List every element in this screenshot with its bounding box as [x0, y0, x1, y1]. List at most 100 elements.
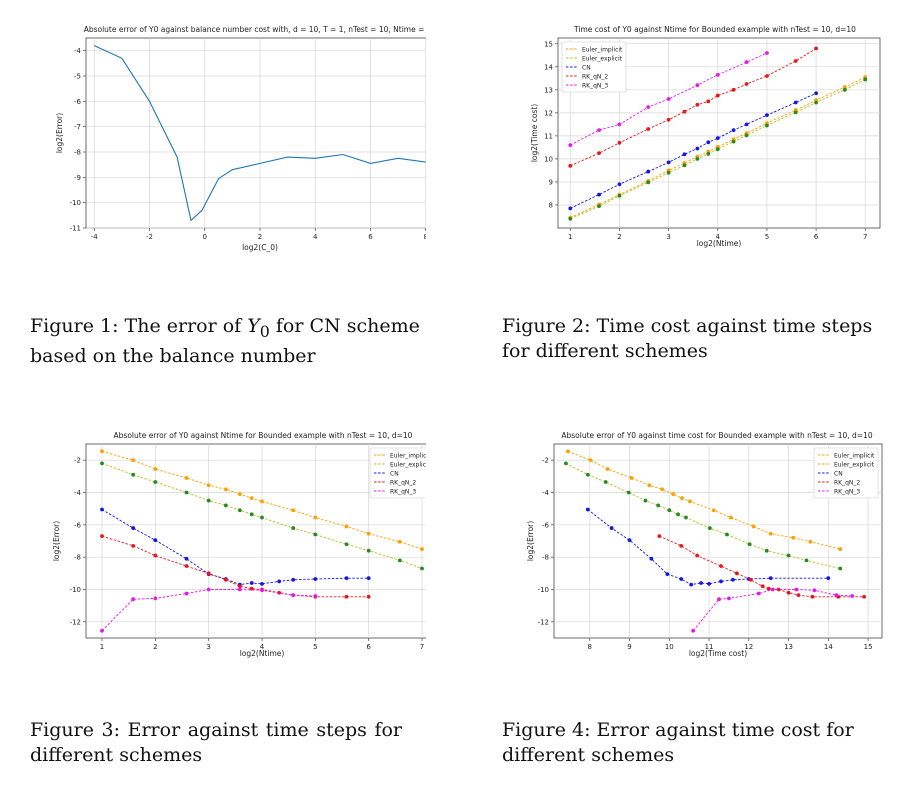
data-point	[760, 584, 765, 589]
data-point	[706, 151, 711, 156]
data-point	[794, 587, 799, 592]
data-point	[814, 100, 818, 105]
x-axis-label: log2(Ntime)	[697, 239, 742, 248]
data-point	[131, 543, 136, 548]
data-point	[131, 597, 136, 602]
data-point	[629, 476, 634, 480]
data-point	[699, 581, 704, 585]
data-point	[249, 496, 254, 501]
data-point	[838, 566, 843, 571]
data-point	[313, 594, 318, 598]
legend-label: CN	[582, 64, 591, 71]
x-tick-label: 11	[705, 643, 714, 651]
data-point	[667, 508, 672, 513]
data-point	[646, 180, 651, 185]
data-point	[184, 564, 189, 568]
y-tick-label: -8	[542, 554, 549, 562]
series-line-rk-qn-2	[570, 48, 817, 167]
y-tick-label: 10	[544, 155, 553, 163]
y-tick-label: -11	[70, 225, 81, 233]
data-point	[814, 46, 818, 51]
legend-box	[369, 447, 426, 499]
data-point	[313, 577, 318, 581]
legend-box	[561, 41, 627, 93]
chart-title: Absolute error of Y0 against Ntime for B…	[114, 431, 413, 440]
x-tick-label: 3	[206, 643, 210, 651]
data-point	[646, 105, 651, 109]
y-tick-label: 14	[544, 63, 553, 71]
data-point	[597, 151, 601, 156]
x-tick-label: 7	[420, 643, 424, 651]
data-point	[793, 110, 798, 115]
data-point	[715, 136, 720, 141]
data-point	[291, 593, 296, 598]
legend-label: Euler_explicit	[834, 461, 875, 468]
data-point	[627, 538, 632, 543]
series-layer	[100, 449, 424, 633]
series-line-rk-qn-2	[659, 535, 865, 598]
y-tick-label: -6	[74, 521, 82, 529]
x-tick-label: 15	[864, 643, 873, 651]
data-point	[100, 534, 104, 539]
data-point	[744, 133, 749, 138]
y-tick-label: -10	[538, 586, 549, 594]
data-point	[680, 496, 684, 501]
legend-label: Euler_implicit	[834, 452, 875, 459]
data-point	[131, 458, 136, 463]
y-tick-label: -12	[70, 618, 81, 626]
data-point	[646, 127, 651, 131]
y-tick-label: -5	[74, 73, 81, 81]
y-tick-label: -4	[74, 489, 82, 497]
data-point	[791, 535, 796, 540]
chart-title: Absolute error of Y0 against time cost f…	[561, 431, 872, 440]
data-point	[366, 548, 371, 553]
caption-figure-1: Figure 1: The error of Y0 for CN scheme …	[30, 314, 420, 369]
x-tick-label: 0	[203, 233, 207, 241]
series-line-rk-qn-2	[101, 535, 369, 598]
x-axis-label: log2(C_0)	[242, 243, 278, 252]
data-point	[731, 128, 736, 133]
legend: Euler_implicit Euler_explicit CN RK_qN_2 RK_…	[813, 447, 879, 499]
data-point	[153, 553, 158, 558]
data-point	[585, 472, 590, 477]
data-point	[647, 483, 652, 488]
data-point	[748, 577, 753, 582]
data-point	[747, 542, 752, 547]
data-point	[260, 581, 264, 586]
data-point	[260, 515, 264, 520]
x-tick-label: 3	[666, 233, 670, 241]
legend-box	[813, 447, 879, 499]
data-point	[842, 85, 847, 89]
data-point	[344, 594, 349, 599]
data-point	[100, 628, 104, 633]
data-point	[646, 169, 651, 174]
x-tick-label: 6	[814, 233, 819, 241]
chart-title: Absolute error of Y0 against balance num…	[84, 25, 426, 34]
data-point	[100, 449, 104, 454]
legend-label: RK_qN_2	[582, 73, 608, 80]
y-tick-label: -2	[74, 457, 81, 465]
legend-label: CN	[834, 470, 843, 477]
series-layer	[94, 45, 426, 222]
data-point	[597, 204, 601, 209]
data-point	[277, 579, 282, 584]
data-point	[666, 170, 671, 175]
data-point	[719, 579, 723, 584]
data-point	[764, 548, 769, 553]
x-tick-label: 5	[765, 233, 769, 241]
data-point	[731, 87, 736, 92]
y-tick-label: -4	[542, 489, 550, 497]
data-point	[814, 91, 818, 96]
plot-frame	[553, 443, 883, 639]
data-point	[603, 480, 608, 484]
data-point	[617, 122, 622, 127]
data-point	[617, 182, 622, 187]
data-point	[719, 564, 723, 568]
data-point	[291, 577, 296, 582]
series-line-euler-explicit	[565, 463, 841, 569]
data-point	[588, 458, 593, 463]
caption-figure-4: Figure 4: Error against time cost for di…	[502, 719, 854, 766]
data-point	[862, 594, 867, 599]
data-point	[765, 51, 769, 55]
data-point	[786, 553, 791, 558]
